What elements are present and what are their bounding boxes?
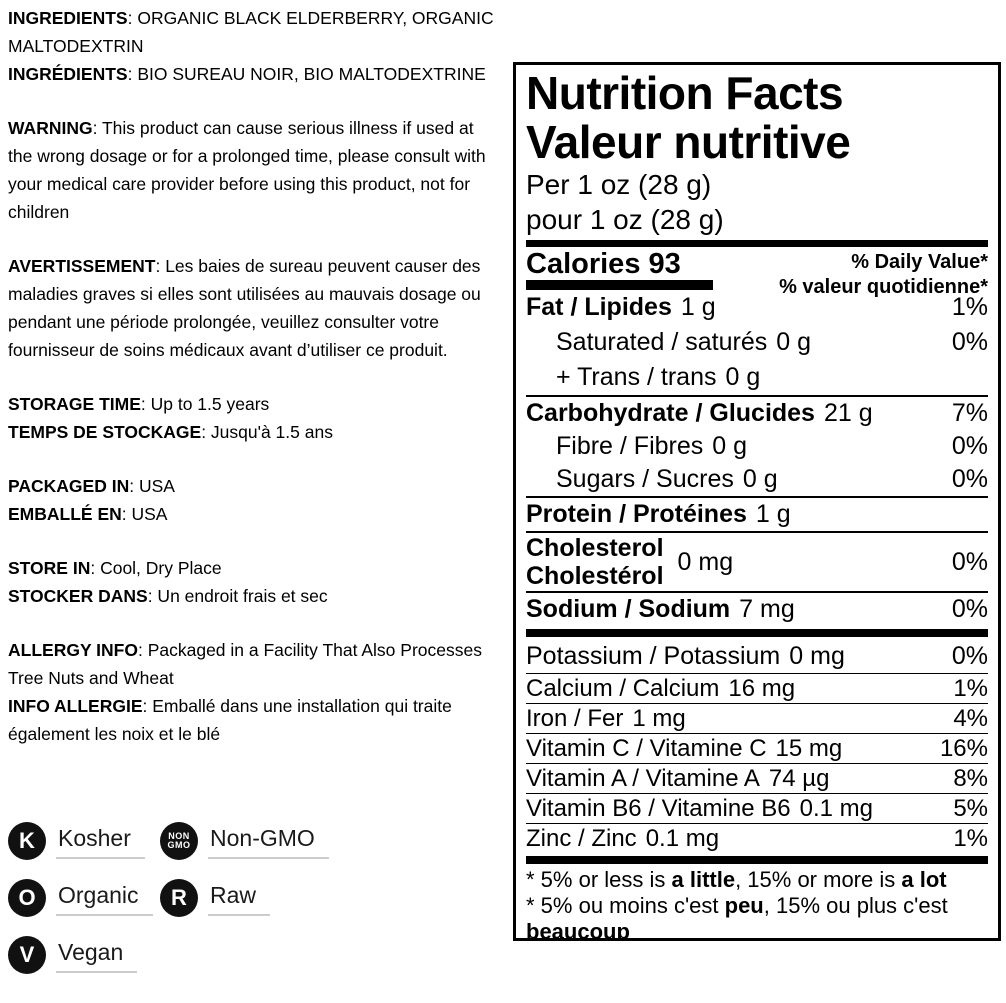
store-in-section: STORE IN: Cool, Dry Place STOCKER DANS: … xyxy=(8,554,500,610)
storage-time-en: STORAGE TIME: Up to 1.5 years xyxy=(8,394,270,414)
row-saturated: Saturated / saturés 0 g 0% xyxy=(556,328,988,356)
badge-vegan: V Vegan xyxy=(8,936,160,974)
row-protein: Protein / Protéines 1 g xyxy=(526,496,988,531)
warning-en: WARNING: This product can cause serious … xyxy=(8,118,486,222)
warning-section-fr: AVERTISSEMENT: Les baies de sureau peuve… xyxy=(8,252,500,364)
certification-badges: K Kosher NON GMO Non-GMO O Organic R Raw … xyxy=(8,822,428,974)
cholesterol-name: Cholesterol Cholestérol xyxy=(526,534,664,590)
row-iron: Iron / Fer 1 mg 4% xyxy=(526,703,988,732)
badge-organic: O Organic xyxy=(8,879,160,917)
badge-non-gmo: NON GMO Non-GMO xyxy=(160,822,428,860)
daily-value-header: % Daily Value* % valeur quotidienne* xyxy=(779,250,988,300)
allergy-section: ALLERGY INFO: Packaged in a Facility Tha… xyxy=(8,636,500,748)
footnote: * 5% or less is a little, 15% or more is… xyxy=(526,867,988,941)
badge-organic-label: Organic xyxy=(56,880,153,916)
raw-icon: R xyxy=(160,879,198,917)
row-cholesterol: Cholesterol Cholestérol 0 mg 0% xyxy=(526,531,988,591)
divider-bar-before-footnote xyxy=(526,856,988,864)
row-sugars: Sugars / Sucres 0 g 0% xyxy=(556,465,988,493)
cholesterol-name-fr: Cholestérol xyxy=(526,562,664,590)
nutrition-title-fr: Valeur nutritive xyxy=(526,116,851,168)
footnote-en: * 5% or less is a little, 15% or more is… xyxy=(526,867,947,892)
row-zinc: Zinc / Zinc 0.1 mg 1% xyxy=(526,823,988,852)
calories-row: Calories 93 % Daily Value* % valeur quot… xyxy=(526,249,988,298)
footnote-fr: * 5% ou moins c'est peu, 15% ou plus c'e… xyxy=(526,893,948,941)
cholesterol-dv: 0% xyxy=(951,547,988,576)
row-sodium: Sodium / Sodium 7 mg 0% xyxy=(526,591,988,626)
cholesterol-amount: 0 mg xyxy=(677,547,734,576)
row-vitamin-b6: Vitamin B6 / Vitamine B6 0.1 mg 5% xyxy=(526,793,988,822)
divider-bar-after-sodium xyxy=(526,629,988,637)
packaged-in-section: PACKAGED IN: USA EMBALLÉ EN: USA xyxy=(8,472,500,528)
row-fat: Fat / Lipides 1 g 1% xyxy=(526,293,988,321)
warning-section: WARNING: This product can cause serious … xyxy=(8,114,500,226)
warning-fr: AVERTISSEMENT: Les baies de sureau peuve… xyxy=(8,256,481,360)
row-vitamin-a: Vitamin A / Vitamine A 74 µg 8% xyxy=(526,763,988,792)
store-in-en: STORE IN: Cool, Dry Place xyxy=(8,558,222,578)
vegan-icon: V xyxy=(8,936,46,974)
row-calcium: Calcium / Calcium 16 mg 1% xyxy=(526,673,988,702)
daily-value-header-en: % Daily Value* xyxy=(851,251,988,273)
calories-block: Calories 93 xyxy=(526,249,713,290)
serving-size-fr: pour 1 oz (28 g) xyxy=(526,204,724,235)
packaged-in-en: PACKAGED IN: USA xyxy=(8,476,175,496)
row-trans: + Trans / trans 0 g xyxy=(556,363,761,391)
organic-icon: O xyxy=(8,879,46,917)
store-in-fr: STOCKER DANS: Un endroit frais et sec xyxy=(8,586,328,606)
badge-non-gmo-label: Non-GMO xyxy=(208,823,329,859)
badge-kosher-label: Kosher xyxy=(56,823,145,859)
calories-value: 93 xyxy=(648,248,681,280)
row-fibre: Fibre / Fibres 0 g 0% xyxy=(556,432,988,460)
calories-label: Calories 93 xyxy=(526,248,681,280)
storage-time-fr: TEMPS DE STOCKAGE: Jusqu'à 1.5 ans xyxy=(8,422,333,442)
badge-vegan-label: Vegan xyxy=(56,937,138,973)
ingredients-en: INGREDIENTS: ORGANIC BLACK ELDERBERRY, O… xyxy=(8,8,494,56)
row-carbohydrate: Carbohydrate / Glucides 21 g 7% xyxy=(526,395,988,430)
nutrition-facts-panel: Nutrition Facts Valeur nutritive Per 1 o… xyxy=(513,62,1001,941)
badge-kosher: K Kosher xyxy=(8,822,160,860)
packaged-in-fr: EMBALLÉ EN: USA xyxy=(8,504,168,524)
allergy-fr: INFO ALLERGIE: Emballé dans une installa… xyxy=(8,696,452,744)
daily-value-header-fr: % valeur quotidienne* xyxy=(779,276,988,298)
ingredients-section: INGREDIENTS: ORGANIC BLACK ELDERBERRY, O… xyxy=(8,4,500,88)
row-potassium: Potassium / Potassium 0 mg 0% xyxy=(526,642,988,670)
divider-thick xyxy=(526,240,988,247)
non-gmo-icon-line1: NON xyxy=(168,831,190,841)
row-vitamin-c: Vitamin C / Vitamine C 15 mg 16% xyxy=(526,733,988,762)
product-info-column: INGREDIENTS: ORGANIC BLACK ELDERBERRY, O… xyxy=(8,4,500,774)
allergy-en: ALLERGY INFO: Packaged in a Facility Tha… xyxy=(8,640,482,688)
ingredients-fr: INGRÉDIENTS: BIO SUREAU NOIR, BIO MALTOD… xyxy=(8,64,486,84)
calories-underline-bar xyxy=(526,280,713,290)
badge-raw: R Raw xyxy=(160,879,428,917)
serving-size-en: Per 1 oz (28 g) xyxy=(526,169,712,200)
kosher-icon: K xyxy=(8,822,46,860)
nutrition-title-en: Nutrition Facts xyxy=(526,67,844,119)
non-gmo-icon-line2: GMO xyxy=(167,840,191,850)
cholesterol-name-en: Cholesterol xyxy=(526,534,664,562)
storage-time-section: STORAGE TIME: Up to 1.5 years TEMPS DE S… xyxy=(8,390,500,446)
badge-raw-label: Raw xyxy=(208,880,271,916)
non-gmo-icon: NON GMO xyxy=(160,822,198,860)
